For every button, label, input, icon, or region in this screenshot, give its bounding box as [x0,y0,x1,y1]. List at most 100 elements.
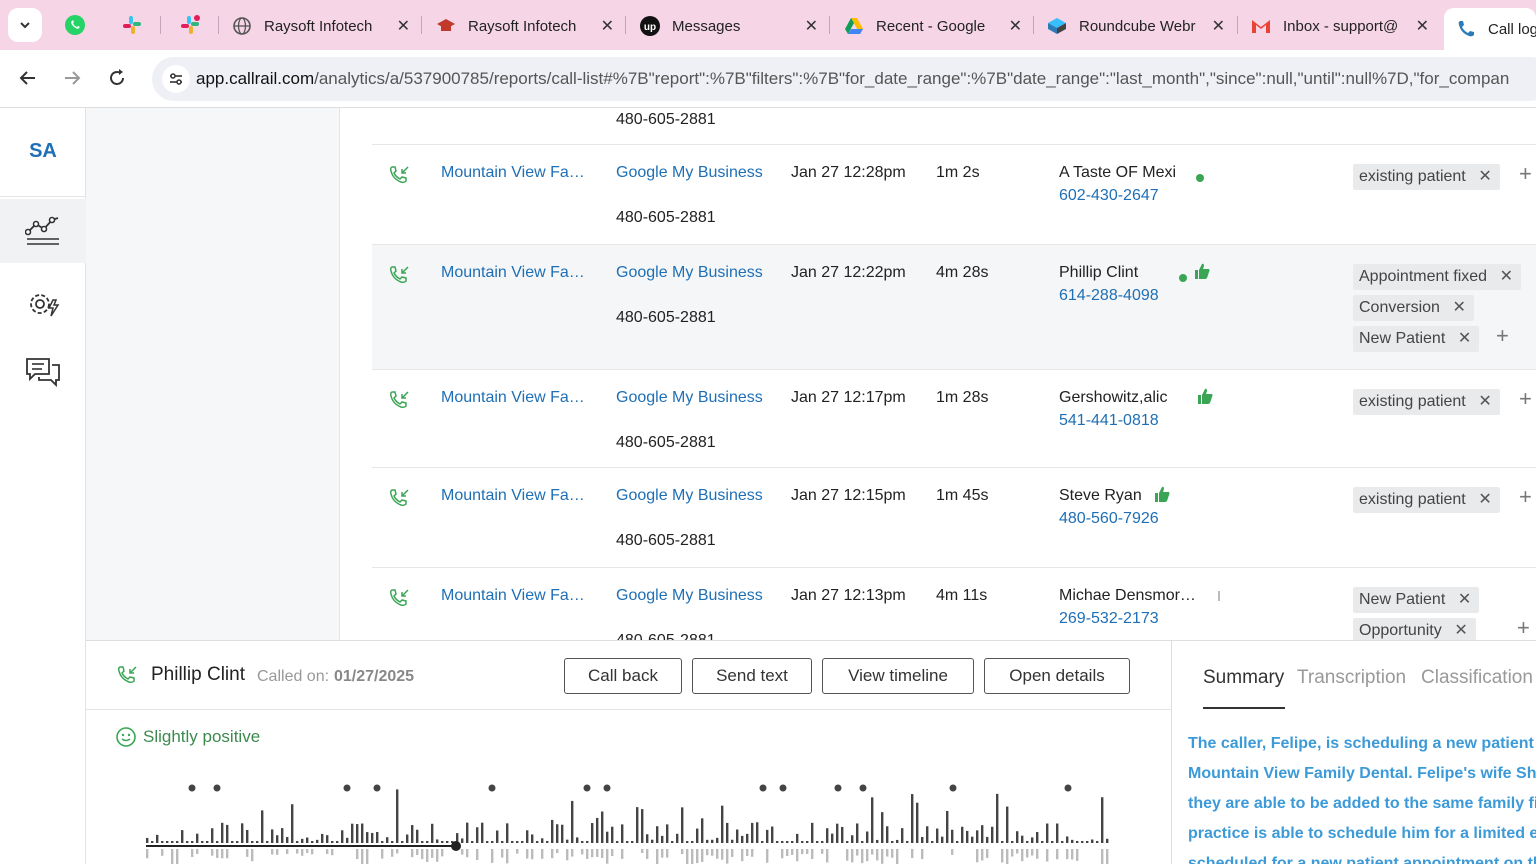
add-tag-icon[interactable]: + [1519,386,1532,411]
tab-raysoft-1[interactable]: Raysoft Infotech ✕ [232,8,410,44]
tab-summary[interactable]: Summary [1203,667,1285,688]
call-time: Jan 27 12:15pm [791,487,906,504]
remove-tag-icon[interactable]: ✕ [1454,622,1468,639]
company-link[interactable]: Mountain View Fa… [441,164,585,181]
waveform-bar [976,830,979,843]
company-link[interactable]: Mountain View Fa… [441,389,585,406]
add-tag-icon[interactable]: + [1496,323,1509,348]
reload-button[interactable] [101,62,133,94]
add-tag-icon[interactable]: + [1519,484,1532,509]
remove-tag-icon[interactable]: ✕ [1457,591,1472,608]
close-icon[interactable]: ✕ [1008,18,1022,35]
tab-transcription[interactable]: Transcription [1297,667,1407,688]
open-details-button[interactable]: Open details [984,658,1130,694]
tab-google-drive[interactable]: Recent - Google ✕ [844,8,1022,44]
tab-classification[interactable]: Classification [1421,667,1533,688]
close-icon[interactable]: ✕ [396,18,410,35]
tab-messages[interactable]: up Messages ✕ [640,8,818,44]
playhead-handle[interactable] [451,841,461,851]
waveform-bar [596,849,599,857]
waveform-bar [531,834,534,843]
forward-button[interactable] [56,62,88,94]
close-icon[interactable]: ✕ [600,18,614,35]
tab-gmail[interactable]: Inbox - support@ ✕ [1251,8,1429,44]
caller-name[interactable]: A Taste OF Mexi [1059,164,1177,181]
pinned-tab-whatsapp[interactable] [62,12,88,38]
source-link[interactable]: Google My Business [616,389,763,406]
source-link[interactable]: Google My Business [616,587,763,604]
filters-sidebar [86,108,340,640]
waveform-bar [1076,841,1079,843]
speaker-marker [583,784,591,792]
waveform-bar [896,849,899,864]
table-row[interactable]: Mountain View Fa… Google My Business 480-6… [372,245,1536,370]
tab-title: Call log [1488,20,1536,38]
smiley-icon [116,727,136,747]
remove-tag-icon[interactable]: ✕ [1478,393,1492,410]
caller-phone-link[interactable]: 269-532-2173 [1059,610,1159,627]
caller-name: Phillip Clint [151,664,245,685]
waveform-bar [621,849,624,859]
waveform-bar [241,823,244,843]
view-timeline-button[interactable]: View timeline [822,658,974,694]
caller-phone-link[interactable]: 541-441-0818 [1059,412,1159,429]
close-icon[interactable]: ✕ [1415,18,1429,35]
send-text-button[interactable]: Send text [692,658,812,694]
remove-tag-icon[interactable]: ✕ [1452,299,1466,316]
source-link[interactable]: Google My Business [616,264,763,281]
waveform-bar [266,841,269,843]
add-tag-icon[interactable]: + [1519,161,1532,186]
table-row[interactable]: Mountain View Fa… Google My Business 480-6… [372,468,1536,568]
remove-tag-icon[interactable]: ✕ [1457,330,1472,347]
caller-phone-link[interactable]: 602-430-2647 [1059,187,1159,204]
company-link[interactable]: Mountain View Fa… [441,264,585,281]
source-link[interactable]: Google My Business [616,164,763,181]
tab-call-log[interactable]: Call log [1444,8,1536,50]
table-row[interactable]: Mountain View Fa… Google My Business 480-6… [372,370,1536,468]
caller-phone-link[interactable]: 480-560-7926 [1059,510,1159,527]
caller-name[interactable]: Michae Densmor… [1059,587,1196,604]
waveform-bar [666,824,669,843]
tab-search-dropdown[interactable] [8,8,42,42]
caller-name[interactable]: Phillip Clint [1059,264,1139,281]
table-row[interactable]: Mountain View Fa… Google My Business 480-6… [372,568,1536,640]
caller-name[interactable]: Gershowitz,alic [1059,389,1168,406]
remove-tag-icon[interactable]: ✕ [1478,491,1492,508]
pinned-tab-slack-2[interactable] [177,12,203,38]
source-link[interactable]: Google My Business [616,487,763,504]
remove-tag-icon[interactable]: ✕ [1499,268,1514,285]
address-bar[interactable]: app.callrail.com/analytics/a/537900785/r… [152,57,1536,101]
call-back-button[interactable]: Call back [564,658,682,694]
pinned-tab-slack[interactable] [119,12,145,38]
call-audio-waveform[interactable] [136,781,1136,864]
close-icon[interactable]: ✕ [804,18,818,35]
add-tag-icon[interactable]: + [1517,615,1530,640]
tab-roundcube[interactable]: Roundcube Webr ✕ [1047,8,1225,44]
nav-conversations[interactable] [0,340,86,404]
account-avatar[interactable]: SA [29,140,57,162]
caller-phone-link[interactable]: 614-288-4098 [1059,287,1159,304]
waveform-bar [876,839,879,843]
waveform-bar [601,811,604,843]
site-settings-icon[interactable] [162,65,190,93]
waveform-bar [246,849,249,857]
waveform-bar [186,841,189,843]
remove-tag-icon[interactable]: ✕ [1478,168,1492,185]
company-link[interactable]: Mountain View Fa… [441,587,585,604]
waveform-bar [516,841,519,843]
slack-icon [181,15,200,34]
waveform-bar [1056,823,1059,843]
close-icon[interactable]: ✕ [1211,18,1225,35]
tab-raysoft-2[interactable]: Raysoft Infotech ✕ [436,8,614,44]
waveform-bar [696,849,699,864]
tag-label: existing patient [1359,168,1466,185]
nav-settings[interactable] [0,272,86,336]
waveform-bar [941,836,944,843]
company-link[interactable]: Mountain View Fa… [441,487,585,504]
nav-analytics[interactable] [0,199,86,263]
waveform-bar [766,849,769,863]
caller-name[interactable]: Steve Ryan [1059,487,1142,504]
waveform-bar [1001,841,1004,843]
back-button[interactable] [12,62,44,94]
table-row[interactable]: Mountain View Fa… Google My Business 480-6… [372,145,1536,245]
